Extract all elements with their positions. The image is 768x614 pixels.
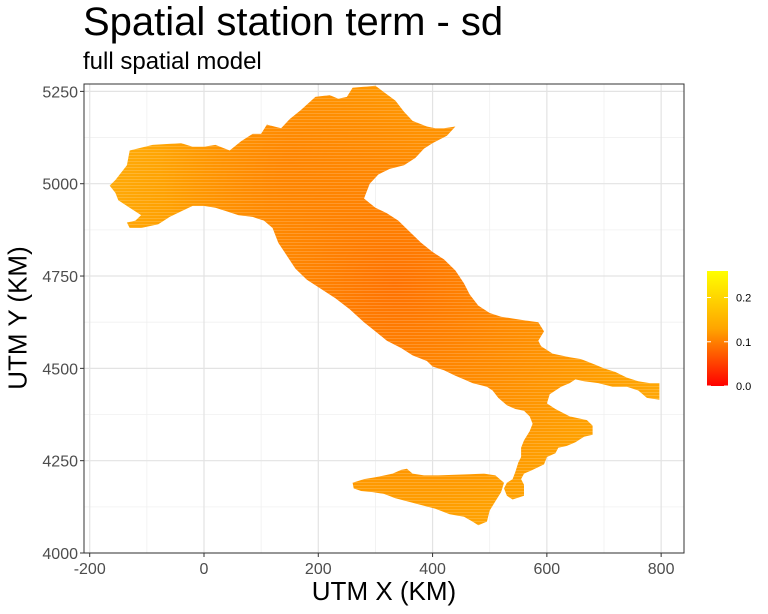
legend-tick-label: 0.2 — [736, 293, 751, 305]
chart-title: Spatial station term - sd — [83, 0, 504, 44]
x-tick-label: 600 — [534, 561, 561, 578]
legend-tick-label: 0.0 — [736, 381, 751, 393]
y-tick-label: 5250 — [42, 84, 78, 101]
legend-colorbar — [707, 271, 728, 386]
y-tick-label: 4250 — [42, 454, 78, 471]
y-tick-label: 4000 — [42, 546, 78, 563]
y-tick-label: 4750 — [42, 269, 78, 286]
x-tick-label: 400 — [419, 561, 446, 578]
legend: 0.0 0.1 0.2 — [707, 271, 751, 393]
legend-tick-label: 0.1 — [736, 337, 751, 349]
axis-ticks: -200 0 200 400 600 800 4000 4250 4500 4750 5000 525… — [42, 84, 674, 578]
y-tick-label: 4500 — [42, 361, 78, 378]
x-axis-label: UTM X (KM) — [311, 576, 457, 606]
map-regions — [109, 85, 660, 526]
y-tick-label: 5000 — [42, 177, 78, 194]
x-tick-label: 0 — [200, 561, 209, 578]
x-tick-label: 200 — [305, 561, 332, 578]
x-tick-label: 800 — [648, 561, 675, 578]
region-mainland-raster — [109, 85, 660, 500]
chart-subtitle: full spatial model — [83, 48, 262, 75]
plot-border — [83, 83, 685, 554]
region-island-raster — [352, 468, 504, 526]
x-tick-label: -200 — [74, 561, 106, 578]
